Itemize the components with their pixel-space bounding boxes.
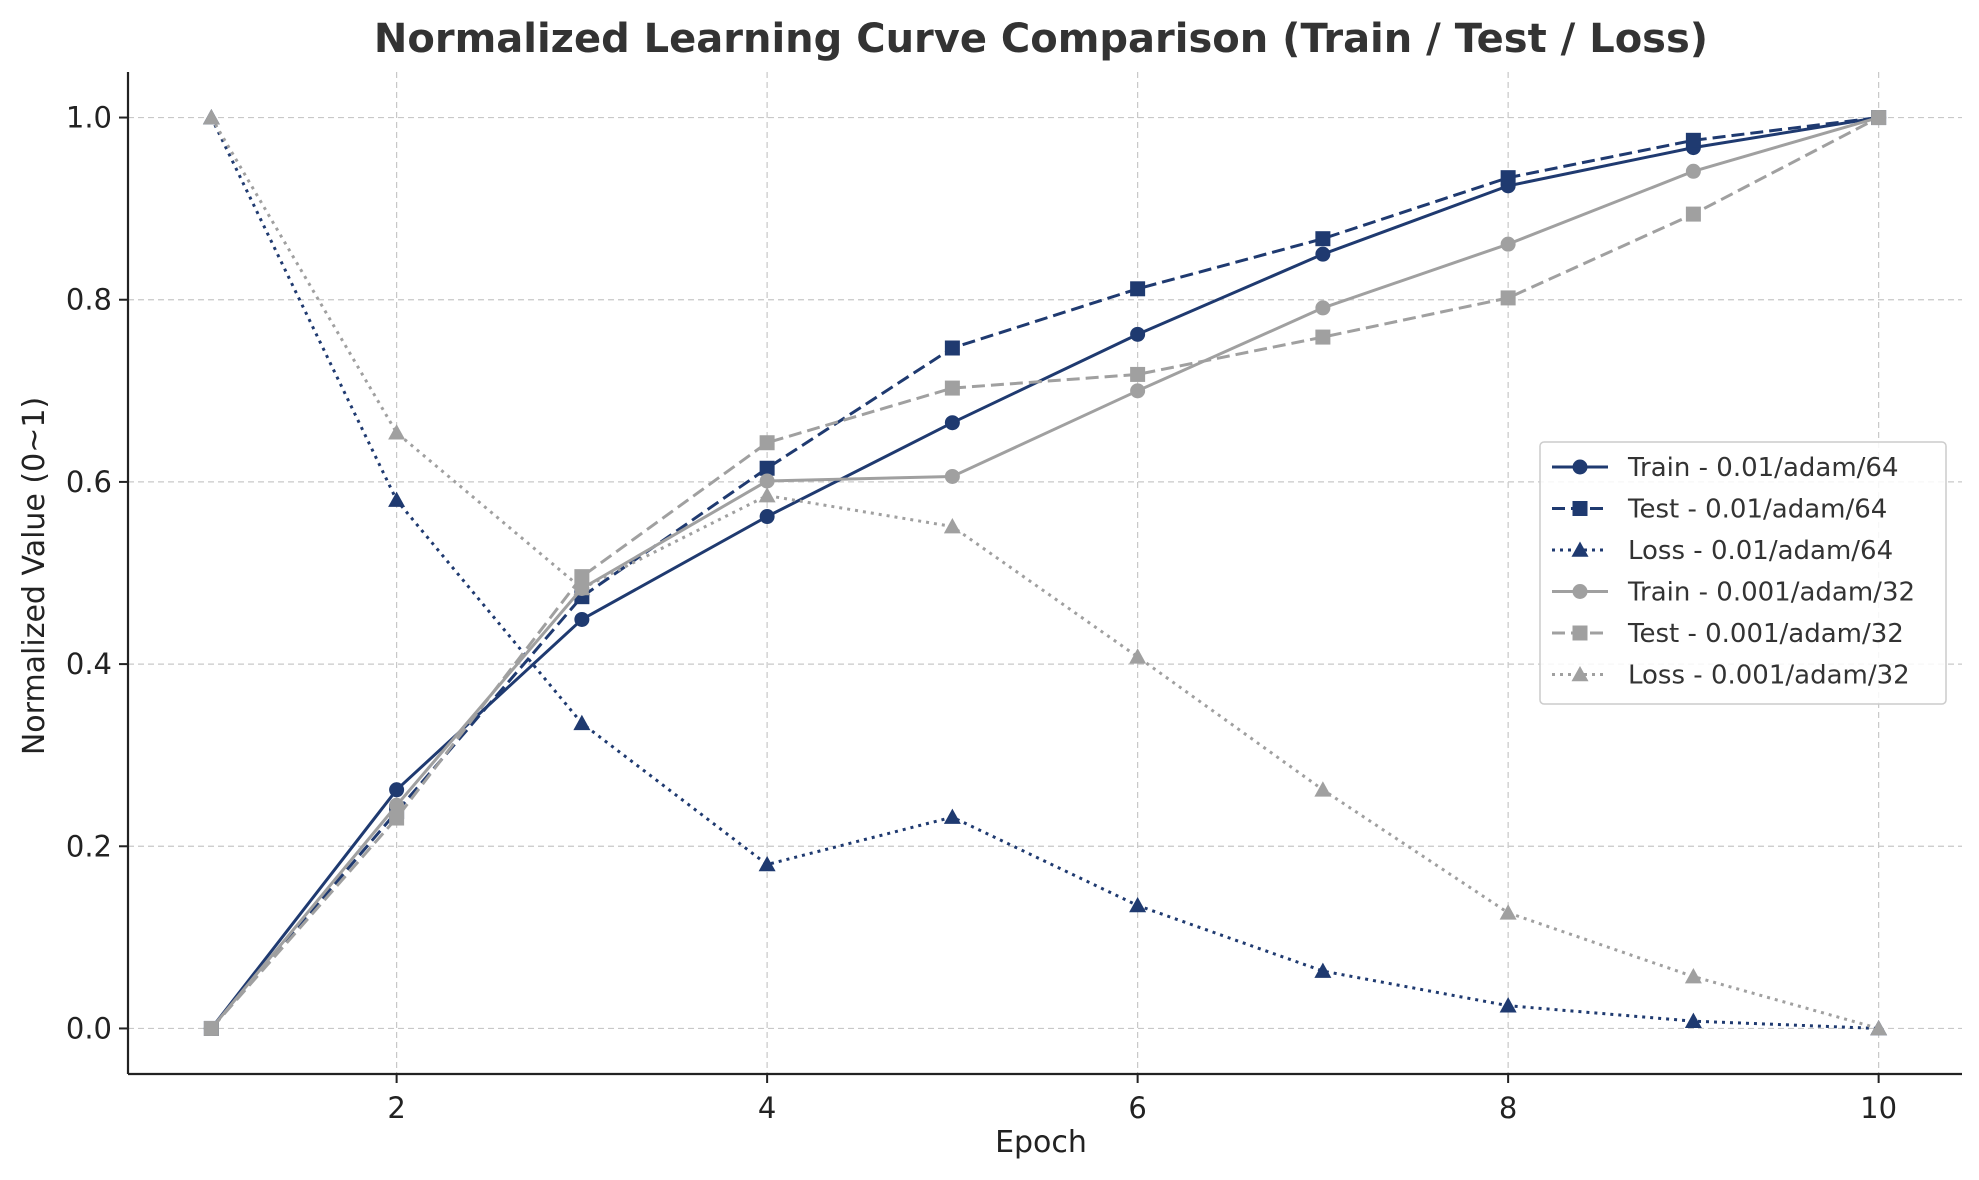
data-point — [1685, 163, 1701, 179]
data-point — [1500, 290, 1516, 306]
data-point — [388, 424, 406, 440]
data-point — [1130, 281, 1146, 297]
legend-marker — [1571, 666, 1589, 682]
data-point — [1315, 300, 1331, 316]
x-axis-ticks: 2 4 6 8 10 — [387, 1074, 1897, 1125]
series-line — [210, 116, 1879, 1030]
data-point — [1130, 326, 1146, 342]
data-point — [1129, 648, 1147, 664]
series-line — [210, 116, 1880, 1030]
data-point — [758, 487, 776, 503]
data-point — [1315, 246, 1331, 262]
legend-entry: Loss - 0.001/adam/32 — [1552, 661, 1910, 691]
data-point — [1314, 781, 1332, 797]
y-tick-label: 1.0 — [66, 101, 112, 135]
data-point — [759, 473, 775, 489]
legend-label: Test - 0.01/adam/64 — [1627, 495, 1887, 525]
legend-label: Train - 0.001/adam/32 — [1627, 578, 1915, 608]
legend-marker — [1571, 541, 1589, 557]
axes — [126, 72, 1962, 1076]
data-point — [389, 810, 405, 826]
legend-label: Loss - 0.001/adam/32 — [1628, 661, 1910, 691]
data-point — [389, 797, 405, 813]
series-line — [210, 116, 1880, 1030]
x-tick-label: 10 — [1860, 1091, 1897, 1125]
y-axis-label: Normalized Value (0~1) — [17, 397, 52, 755]
legend-entry: Test - 0.01/adam/64 — [1552, 495, 1887, 525]
data-point — [1130, 383, 1146, 399]
series-5 — [203, 110, 1887, 1036]
data-point — [1499, 997, 1517, 1013]
data-point — [1684, 968, 1702, 984]
chart-title: Normalized Learning Curve Comparison (Tr… — [374, 16, 1708, 62]
data-point — [203, 1020, 219, 1036]
legend-label: Test - 0.001/adam/32 — [1627, 619, 1904, 649]
data-point — [1685, 132, 1701, 148]
legend-label: Train - 0.01/adam/64 — [1627, 453, 1899, 483]
y-tick-label: 0.2 — [66, 829, 112, 863]
data-point — [944, 380, 960, 396]
data-point — [1870, 1019, 1888, 1036]
data-point — [1871, 110, 1887, 126]
x-tick-label: 6 — [1128, 1091, 1146, 1125]
data-point — [759, 435, 775, 451]
legend-entry: Test - 0.001/adam/32 — [1552, 619, 1904, 649]
data-point — [943, 518, 961, 534]
data-point — [574, 569, 590, 585]
y-tick-label: 0.6 — [66, 465, 112, 499]
legend-marker — [1572, 625, 1588, 641]
data-point — [1684, 1012, 1702, 1028]
legend-marker — [1572, 459, 1588, 475]
data-point — [758, 855, 776, 872]
data-point — [573, 579, 591, 596]
x-axis-label: Epoch — [995, 1125, 1087, 1160]
y-tick-label: 0.8 — [66, 283, 112, 317]
data-point — [1500, 236, 1516, 252]
data-point — [943, 808, 961, 824]
data-point — [388, 491, 406, 507]
data-point — [1129, 896, 1147, 913]
x-tick-label: 2 — [387, 1091, 405, 1125]
x-tick-label: 8 — [1499, 1091, 1517, 1125]
legend-frame — [1539, 441, 1947, 705]
legend-label: Loss - 0.01/adam/64 — [1628, 536, 1893, 566]
y-tick-label: 0.0 — [66, 1011, 112, 1045]
data-point — [1315, 329, 1331, 345]
series-layer — [202, 109, 1888, 1036]
data-point — [759, 460, 775, 476]
data-point — [202, 109, 220, 125]
data-point — [759, 509, 775, 525]
data-point — [1130, 366, 1146, 382]
data-point — [1500, 170, 1516, 186]
data-point — [389, 782, 405, 798]
legend-marker — [1572, 584, 1588, 599]
data-point — [573, 714, 591, 731]
legend: Train - 0.01/adam/64 Test - 0.01/adam/64 L… — [1539, 441, 1947, 705]
legend-entry: Loss - 0.01/adam/64 — [1552, 536, 1893, 566]
legend-marker — [1572, 501, 1588, 516]
data-point — [1685, 206, 1701, 222]
series-line — [210, 116, 1879, 1030]
series-line — [210, 116, 1880, 1030]
grid — [128, 72, 1962, 1074]
x-tick-label: 4 — [758, 1091, 776, 1125]
legend-entry: Train - 0.01/adam/64 — [1552, 453, 1899, 483]
series-6 — [202, 109, 1888, 1036]
data-point — [944, 468, 960, 484]
data-point — [1499, 904, 1517, 920]
data-point — [574, 611, 590, 627]
data-point — [944, 340, 960, 356]
data-point — [1315, 231, 1331, 247]
legend-entry: Train - 0.001/adam/32 — [1552, 578, 1915, 608]
y-tick-label: 0.4 — [66, 647, 112, 681]
data-point — [944, 415, 960, 431]
data-point — [1314, 962, 1332, 978]
y-axis-ticks: 0.0 0.2 0.4 0.6 0.8 1.0 — [66, 101, 128, 1045]
